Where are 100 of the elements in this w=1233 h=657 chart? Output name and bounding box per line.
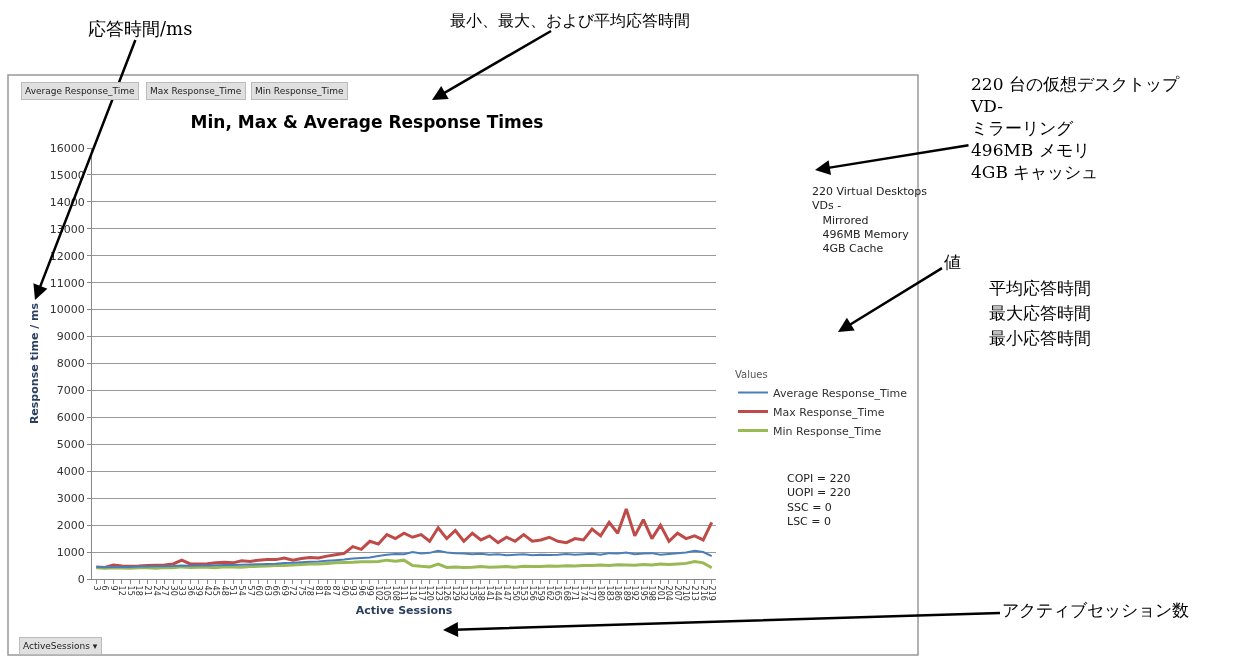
x-tick-label: 48 [219,585,229,596]
x-tick-label: 36 [185,585,195,596]
x-tick-label: 198 [647,585,657,601]
x-tick-label: 60 [254,585,264,596]
text: 最小、最大、および平均応答時間 [450,11,690,30]
x-tick-label: 126 [442,585,452,601]
y-tick-label: 1000 [56,545,85,559]
y-tick-label: 4000 [56,465,85,479]
y-axis-title: Response time / ms [28,302,42,425]
x-tick-label: 195 [638,585,648,601]
x-tick-label: 138 [476,585,486,601]
x-tick-label: 132 [459,585,469,601]
x-tick-label: 99 [365,585,375,596]
x-tick-label: 189 [621,585,631,601]
x-tick-label: 219 [707,585,717,601]
x-tick-label: 63 [262,585,272,596]
y-tick-label: 6000 [56,411,85,425]
x-tick-label: 162 [544,585,554,601]
x-tick-label: 6 [100,585,110,591]
text: 応答時間/ms [88,18,193,39]
y-tick-label: 8000 [56,357,85,371]
x-tick-label: 57 [245,585,255,596]
x-tick-label: 30 [168,585,178,596]
x-tick-label: 120 [425,585,435,601]
x-tick-label: 177 [587,585,597,601]
x-tick-label: 93 [348,585,358,596]
x-tick-label: 66 [271,585,281,596]
x-tick-label: 213 [690,585,700,601]
chart-title: Min, Max & Average Response Times [190,111,544,132]
x-tick-label: 171 [570,585,580,601]
text: COPI = 220 UOPI = 220 SSC = 0 LSC = 0 [787,472,851,528]
text: Max Response_Time [150,86,242,96]
y-tick-label: 0 [77,572,85,586]
x-tick-label: 207 [672,585,682,601]
x-tick-label: 87 [331,585,341,596]
x-tick-label: 144 [493,585,503,601]
x-tick-label: 24 [151,585,161,596]
text: 平均応答時間 [989,278,1091,298]
x-tick-label: 123 [433,585,443,601]
legend-label: Average Response_Time [773,386,908,400]
x-tick-label: 96 [356,585,366,596]
x-tick-label: 192 [630,585,640,601]
x-tick-label: 204 [664,585,674,601]
x-tick-label: 141 [484,585,494,601]
text: 最小応答時間 [989,328,1091,348]
x-tick-label: 75 [296,585,306,596]
x-tick-label: 159 [536,585,546,601]
x-tick-label: 156 [527,585,537,601]
text: 220 台の仮想デスクトップ VD- ミラーリング 496MB メモリ 4GB キャッシュ [970,74,1180,183]
text: 値 [944,252,961,272]
x-tick-label: 174 [578,585,588,601]
x-tick-label: 45 [211,585,221,596]
x-tick-label: 81 [313,585,323,596]
x-tick-label: 42 [202,585,212,596]
x-tick-label: 105 [382,585,392,601]
line-series [95,549,713,569]
x-axis-title: Active Sessions [355,604,453,618]
line-series [94,558,714,570]
x-tick-label: 150 [510,585,520,601]
x-tick-label: 168 [561,585,571,601]
y-tick-label: 3000 [56,492,85,506]
x-tick-label: 201 [655,585,665,601]
legend-label: Max Response_Time [773,405,885,419]
x-tick-label: 153 [519,585,529,601]
y-tick-label: 2000 [56,518,85,532]
x-tick-label: 12 [117,585,127,596]
x-tick-label: 18 [134,585,144,596]
x-tick-label: 3 [91,585,101,591]
x-tick-label: 147 [501,585,511,601]
text: 最大応答時間 [989,303,1091,323]
x-tick-label: 54 [236,585,246,596]
x-tick-label: 90 [339,585,349,596]
x-tick-label: 72 [288,585,298,596]
x-tick-label: 51 [228,585,238,596]
x-tick-label: 15 [125,585,135,596]
x-tick-label: 39 [194,585,204,596]
y-tick-label: 7000 [56,384,85,398]
legend-title: Values [735,369,768,380]
x-tick-label: 9 [108,585,118,591]
x-tick-label: 102 [373,585,383,601]
x-tick-label: 114 [407,585,417,601]
x-tick-label: 216 [698,585,708,601]
x-tick-label: 33 [177,585,187,596]
text: 220 Virtual Desktops VDs - Mirrored 496MB Memory 4GB Cache [812,185,928,256]
x-tick-label: 21 [142,585,152,596]
x-tick-label: 183 [604,585,614,601]
y-tick-label: 10000 [49,303,85,317]
x-tick-label: 117 [416,585,426,601]
x-tick-label: 111 [399,585,409,601]
x-tick-label: 69 [279,585,289,596]
y-tick-label: 5000 [56,438,85,452]
x-tick-label: 78 [305,585,315,596]
x-tick-label: 108 [390,585,400,601]
y-tick-label: 16000 [49,141,85,155]
x-tick-label: 180 [596,585,605,601]
y-tick-label: 9000 [56,330,85,344]
x-tick-label: 84 [322,585,332,596]
x-tick-label: 135 [467,585,477,601]
x-tick-label: 165 [553,585,563,601]
x-tick-label: 129 [450,585,460,601]
